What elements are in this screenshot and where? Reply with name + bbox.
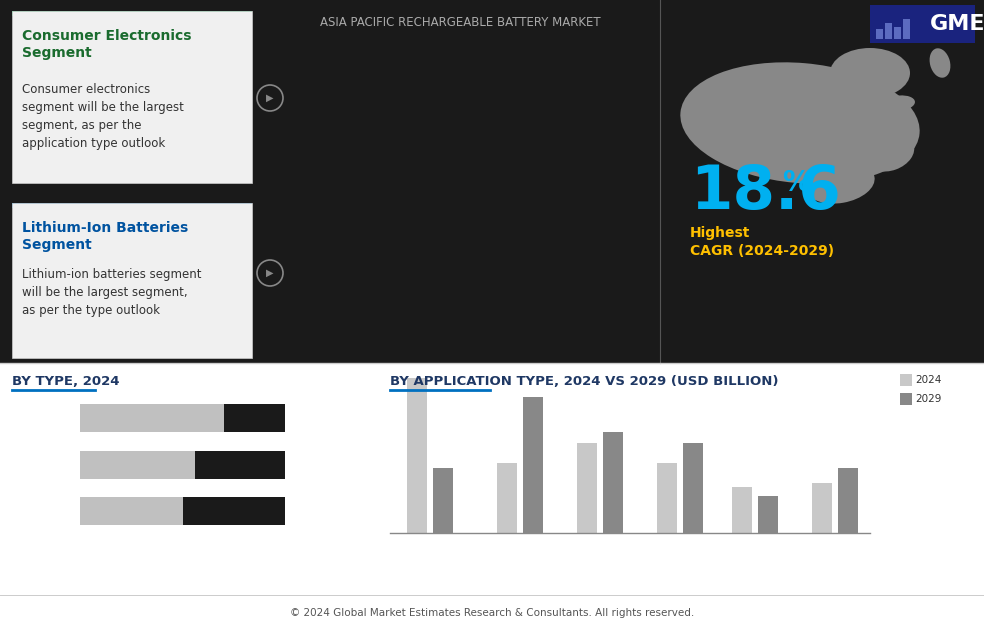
Bar <box>0 0 984 363</box>
Text: Highest: Highest <box>690 226 751 240</box>
Bar <box>12 203 252 208</box>
Bar <box>900 374 912 386</box>
Bar <box>433 468 453 533</box>
Text: ▶: ▶ <box>267 268 274 278</box>
Bar <box>894 27 901 39</box>
Bar <box>903 19 910 39</box>
Text: Lithium-ion batteries segment
will be the largest segment,
as per the type outlo: Lithium-ion batteries segment will be th… <box>22 268 202 317</box>
Text: 18.6: 18.6 <box>690 163 840 223</box>
Text: BY APPLICATION TYPE, 2024 VS 2029 (USD BILLION): BY APPLICATION TYPE, 2024 VS 2029 (USD B… <box>390 375 778 388</box>
Ellipse shape <box>680 62 920 184</box>
Ellipse shape <box>885 96 915 111</box>
Bar <box>407 378 427 533</box>
Bar <box>758 496 778 533</box>
Text: 2029: 2029 <box>915 394 942 404</box>
Ellipse shape <box>830 48 910 98</box>
Text: %: % <box>782 169 810 197</box>
Text: ASIA PACIFIC RECHARGEABLE BATTERY MARKET: ASIA PACIFIC RECHARGEABLE BATTERY MARKET <box>320 16 600 30</box>
Bar <box>683 443 703 533</box>
Bar <box>870 5 975 43</box>
Bar <box>523 397 543 533</box>
Bar <box>497 463 517 533</box>
Bar <box>223 404 285 432</box>
Bar <box>838 468 858 533</box>
Ellipse shape <box>857 87 883 99</box>
Bar <box>80 451 195 479</box>
Text: Consumer Electronics
Segment: Consumer Electronics Segment <box>22 29 192 60</box>
Text: 2024: 2024 <box>915 375 942 385</box>
Text: GME: GME <box>930 14 984 34</box>
Text: ▶: ▶ <box>267 93 274 103</box>
Bar <box>603 432 623 533</box>
Bar <box>885 23 892 39</box>
Bar <box>657 463 677 533</box>
Bar <box>812 484 832 533</box>
Bar <box>577 443 597 533</box>
Text: Lithium-Ion Batteries
Segment: Lithium-Ion Batteries Segment <box>22 221 188 253</box>
Text: © 2024 Global Market Estimates Research & Consultants. All rights reserved.: © 2024 Global Market Estimates Research … <box>290 608 694 618</box>
Bar <box>80 404 223 432</box>
Bar <box>80 497 182 525</box>
Ellipse shape <box>930 48 951 78</box>
Bar <box>182 497 285 525</box>
Ellipse shape <box>805 163 875 204</box>
Bar <box>876 29 883 39</box>
Text: CAGR (2024-2029): CAGR (2024-2029) <box>690 244 834 258</box>
Bar <box>900 393 912 405</box>
Text: BY TYPE, 2024: BY TYPE, 2024 <box>12 375 119 388</box>
Bar <box>195 451 285 479</box>
Bar <box>12 203 252 358</box>
Bar <box>12 11 252 183</box>
Text: Consumer electronics
segment will be the largest
segment, as per the
application: Consumer electronics segment will be the… <box>22 83 184 150</box>
Ellipse shape <box>866 134 914 172</box>
Bar <box>12 11 252 16</box>
Bar <box>732 487 752 533</box>
